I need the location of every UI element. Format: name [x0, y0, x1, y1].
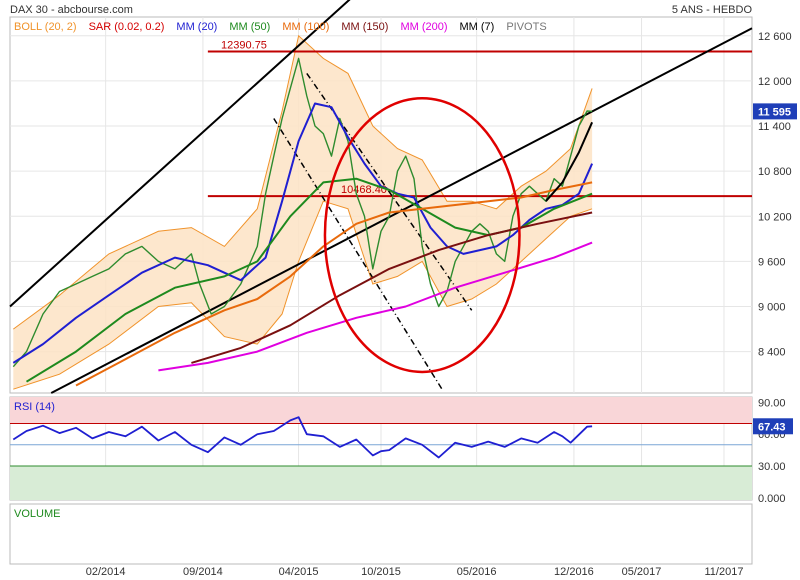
- rsi-lines: [12, 416, 593, 459]
- legend-item-mm-50: MM (50): [229, 21, 270, 33]
- price-y-axis: 12 600 12 000 11 400 10 800 10 200 9 600 9 000…: [758, 31, 792, 359]
- x-tick-4: 05/2016: [457, 566, 497, 578]
- x-tick-5: 12/2016: [554, 566, 594, 578]
- last-price-label: 11 595: [758, 106, 791, 118]
- legend-item-boll-20-2: BOLL (20, 2): [14, 21, 77, 33]
- bollinger-lower-line: [13, 200, 593, 390]
- price-tick-3: 10 800: [758, 166, 792, 178]
- legend-item-sar-0-02-0-2: SAR (0.02, 0.2): [89, 21, 165, 33]
- price-tick-5: 9 600: [758, 256, 786, 268]
- volume-panel: [9, 503, 753, 565]
- legend-item-mm-100: MM (100): [282, 21, 329, 33]
- price-tags: 11 595: [753, 103, 797, 120]
- x-tick-2: 04/2015: [279, 566, 319, 578]
- price-tick-6: 9 000: [758, 302, 786, 314]
- rsi-oversold-zone: [10, 466, 752, 500]
- rsi-line: [12, 416, 593, 459]
- legend-item-mm-20: MM (20): [176, 21, 217, 33]
- rsi-tick-0: 90.00: [758, 397, 786, 409]
- series-mm-150: [191, 211, 593, 364]
- last-price-tag: [753, 103, 797, 120]
- annotation-circle: [323, 96, 521, 374]
- trendline-0: [9, 0, 351, 308]
- price-tick-0: 12 600: [758, 31, 792, 43]
- volume-title: VOLUME: [14, 508, 60, 520]
- legend-item-pivots: PIVOTS: [506, 21, 546, 33]
- price-grid: [10, 17, 752, 393]
- rsi-tick-2: 30.00: [758, 461, 786, 473]
- legend-item-mm-200: MM (200): [400, 21, 447, 33]
- indicator-legend: BOLL (20, 2) SAR (0.02, 0.2) MM (20) MM (50…: [14, 21, 547, 33]
- x-axis: 02/2014 09/2014 04/2015 10/2015 05/2016 12/20…: [86, 566, 744, 578]
- series-mm-100: [75, 181, 593, 387]
- x-tick-3: 10/2015: [361, 566, 401, 578]
- series-mm-7: [545, 121, 594, 202]
- legend-item-mm-150: MM (150): [341, 21, 388, 33]
- chart-header-title: DAX 30 - abcbourse.com: [10, 4, 133, 16]
- rsi-last-label: 67.43: [758, 421, 786, 433]
- price-tick-7: 8 400: [758, 347, 786, 359]
- price-tick-2: 11 400: [758, 121, 791, 133]
- trendline-2: [273, 118, 443, 390]
- chart-header-period: 5 ANS - HEBDO: [672, 4, 753, 16]
- bollinger-fill: [13, 35, 593, 390]
- price-tick-4: 10 200: [758, 211, 792, 223]
- price-tick-1: 12 000: [758, 76, 792, 88]
- x-tick-0: 02/2014: [86, 566, 126, 578]
- rsi-overbought-zone: [10, 397, 752, 424]
- rsi-tick-3: 0.000: [758, 493, 786, 505]
- x-tick-6: 05/2017: [622, 566, 662, 578]
- x-tick-7: 11/2017: [704, 566, 743, 578]
- rsi-last-tag: [753, 418, 793, 435]
- bollinger-upper-line: [13, 34, 593, 330]
- rsi-title: RSI (14): [14, 401, 55, 413]
- bollinger-band: [13, 34, 593, 390]
- legend-item-mm-7: MM (7): [460, 21, 495, 33]
- x-tick-1: 09/2014: [183, 566, 223, 578]
- level-label-0: 12390.75: [221, 40, 267, 52]
- rsi-zones: [10, 397, 752, 564]
- level-label-1: 10468.40: [341, 184, 387, 196]
- price-lines: 12390.75 10468.40: [9, 0, 753, 394]
- series-mm-200: [158, 241, 593, 372]
